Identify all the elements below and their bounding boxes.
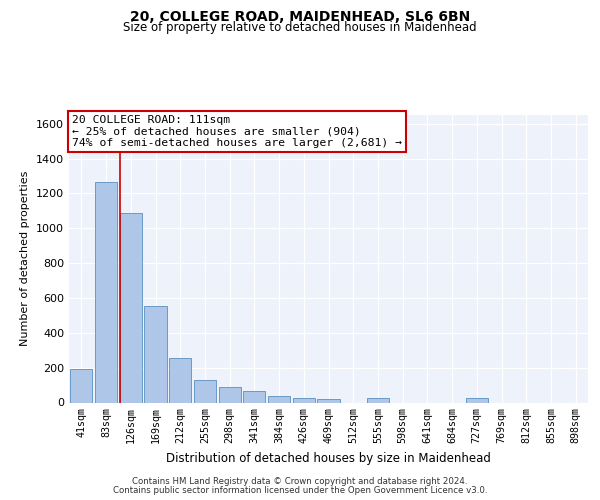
Text: 20 COLLEGE ROAD: 111sqm
← 25% of detached houses are smaller (904)
74% of semi-d: 20 COLLEGE ROAD: 111sqm ← 25% of detache… — [71, 115, 401, 148]
Bar — [466, 398, 488, 402]
Bar — [317, 399, 340, 402]
Bar — [70, 368, 92, 402]
Bar — [293, 398, 315, 402]
Text: Contains public sector information licensed under the Open Government Licence v3: Contains public sector information licen… — [113, 486, 487, 495]
Bar — [243, 391, 265, 402]
Bar — [145, 306, 167, 402]
Bar — [95, 182, 117, 402]
Bar — [268, 396, 290, 402]
Text: 20, COLLEGE ROAD, MAIDENHEAD, SL6 6BN: 20, COLLEGE ROAD, MAIDENHEAD, SL6 6BN — [130, 10, 470, 24]
Y-axis label: Number of detached properties: Number of detached properties — [20, 171, 31, 346]
Bar — [119, 212, 142, 402]
Bar — [194, 380, 216, 402]
Bar — [367, 398, 389, 402]
Text: Size of property relative to detached houses in Maidenhead: Size of property relative to detached ho… — [123, 21, 477, 34]
Bar — [218, 387, 241, 402]
Text: Contains HM Land Registry data © Crown copyright and database right 2024.: Contains HM Land Registry data © Crown c… — [132, 477, 468, 486]
X-axis label: Distribution of detached houses by size in Maidenhead: Distribution of detached houses by size … — [166, 452, 491, 464]
Bar — [169, 358, 191, 403]
